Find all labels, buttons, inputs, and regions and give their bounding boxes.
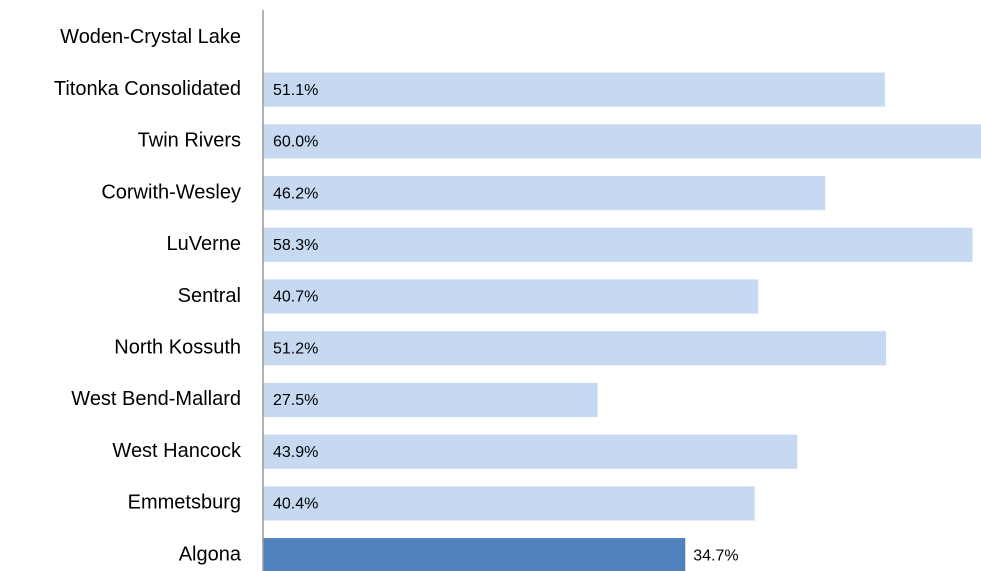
y-tick-label: LuVerne — [166, 233, 241, 255]
data-label: 60.0% — [273, 134, 318, 151]
bar — [263, 434, 798, 469]
data-label: 46.2% — [273, 185, 318, 202]
plot-area — [263, 72, 981, 571]
y-tick-label: West Hancock — [112, 440, 242, 462]
bar — [263, 331, 887, 366]
data-label: 40.4% — [273, 496, 318, 513]
y-tick-label: Emmetsburg — [128, 492, 241, 514]
bar — [263, 382, 598, 418]
y-tick-label: Twin Rivers — [138, 130, 241, 152]
bar — [263, 175, 826, 211]
y-tick-label: Sentral — [178, 285, 241, 307]
y-tick-label: West Bend-Mallard — [71, 388, 241, 410]
data-label: 58.3% — [273, 237, 318, 254]
data-label: 34.7% — [693, 547, 738, 564]
y-tick-label: Titonka Consolidated — [54, 78, 241, 100]
bar — [263, 486, 755, 521]
data-label: 51.2% — [273, 340, 318, 357]
data-label: 27.5% — [273, 392, 318, 409]
y-tick-label: Algona — [179, 543, 242, 565]
bar — [263, 124, 981, 159]
y-tick-label: Woden-Crystal Lake — [60, 26, 241, 48]
y-tick-label: Corwith-Wesley — [101, 181, 241, 203]
bar — [263, 538, 686, 571]
bar — [263, 279, 759, 314]
data-label: 51.1% — [273, 82, 318, 99]
data-label: 40.7% — [273, 289, 318, 306]
bar — [263, 72, 885, 107]
bar — [263, 227, 973, 262]
data-label: 43.9% — [273, 444, 318, 461]
y-tick-label: North Kossuth — [114, 337, 241, 359]
